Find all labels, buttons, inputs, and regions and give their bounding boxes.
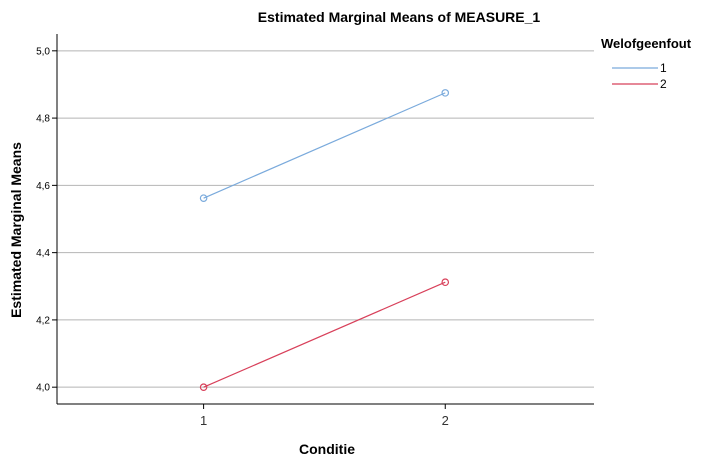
chart-title: Estimated Marginal Means of MEASURE_1 bbox=[258, 9, 541, 25]
series-line-2 bbox=[203, 281, 446, 388]
x-tick-label: 1 bbox=[200, 413, 207, 428]
y-axis-label: Estimated Marginal Means bbox=[8, 142, 24, 318]
y-tick-label: 5,0 bbox=[36, 46, 50, 57]
x-tick-label: 2 bbox=[442, 413, 449, 428]
y-tick-label: 4,2 bbox=[36, 315, 50, 326]
series-lines bbox=[199, 89, 450, 391]
y-tick-label: 4,4 bbox=[36, 248, 50, 259]
legend-label-2: 2 bbox=[660, 77, 667, 91]
data-point-series-2-0 bbox=[199, 383, 208, 391]
data-point-series-1-1 bbox=[441, 89, 450, 97]
data-point-series-2-1 bbox=[441, 278, 450, 287]
legend-title: Welofgeenfout bbox=[601, 36, 692, 51]
y-tick-label: 4,6 bbox=[36, 181, 50, 192]
axes bbox=[56, 34, 594, 405]
legend: Welofgeenfout 1 2 bbox=[601, 36, 692, 91]
y-tick-label: 4,8 bbox=[36, 114, 50, 125]
gridlines bbox=[57, 50, 594, 388]
series-line-1 bbox=[203, 92, 446, 199]
y-tick-label: 4,0 bbox=[36, 383, 50, 394]
x-axis-label: Conditie bbox=[299, 441, 355, 457]
y-axis-ticks: 4,0 4,2 4,4 4,6 4,8 5,0 bbox=[36, 46, 57, 394]
legend-label-1: 1 bbox=[660, 61, 667, 75]
data-point-series-1-0 bbox=[199, 194, 208, 202]
